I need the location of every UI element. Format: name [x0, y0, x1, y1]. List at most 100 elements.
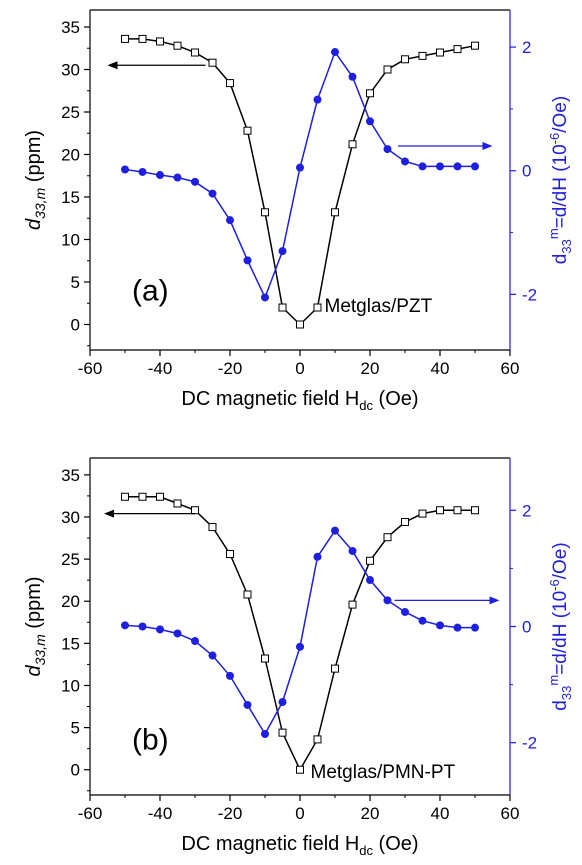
y-right-tick-label: 2	[522, 501, 531, 520]
data-point-square	[418, 51, 427, 60]
data-point-square	[243, 590, 252, 599]
y-right-tick-label: 2	[522, 38, 531, 57]
panel-label: (a)	[132, 275, 169, 308]
data-point-square	[348, 600, 357, 609]
data-point-square	[173, 499, 182, 508]
data-point-square	[331, 208, 339, 217]
data-point-square	[436, 506, 444, 515]
data-point-square	[191, 48, 199, 57]
data-point-circle	[191, 177, 199, 186]
y-left-tick-label: 0	[71, 761, 80, 780]
data-point-square	[366, 556, 374, 565]
data-point-square	[471, 41, 479, 50]
data-point-circle	[366, 117, 374, 126]
data-point-square	[156, 37, 164, 46]
data-point-square	[453, 45, 462, 54]
x-tick-label: 40	[431, 359, 450, 378]
data-point-square	[121, 34, 129, 43]
data-point-square	[156, 492, 164, 501]
data-point-square	[348, 140, 357, 149]
data-point-square	[418, 509, 427, 518]
data-point-square	[296, 765, 304, 774]
x-tick-label: -20	[218, 804, 243, 823]
y-left-tick-label: 20	[61, 146, 80, 165]
data-point-square	[208, 523, 217, 532]
data-point-square	[173, 41, 182, 50]
data-point-circle	[226, 671, 234, 680]
data-point-circle	[261, 293, 269, 302]
material-annotation: Metglas/PMN-PT	[311, 762, 456, 783]
x-tick-label: 40	[431, 804, 450, 823]
data-point-square	[208, 58, 217, 67]
y-left-tick-label: 20	[61, 592, 80, 611]
y-right-tick-label: 0	[522, 162, 531, 181]
data-point-square	[261, 654, 269, 663]
data-point-circle	[208, 189, 217, 198]
y-left-tick-label: 15	[61, 634, 80, 653]
y-right-tick-label: -2	[522, 734, 537, 753]
data-point-circle	[156, 625, 164, 634]
y-left-tick-label: 10	[61, 231, 80, 250]
y-axis-right-title: d33m=d/dH (10-6/Oe)	[546, 542, 574, 710]
data-point-square	[191, 506, 199, 515]
x-tick-label: -40	[148, 804, 173, 823]
x-tick-label: 0	[295, 804, 304, 823]
x-tick-label: 60	[501, 804, 520, 823]
data-point-circle	[453, 623, 462, 632]
x-tick-label: -20	[218, 359, 243, 378]
arrow-left-head	[104, 509, 114, 518]
data-point-circle	[296, 642, 304, 651]
x-tick-label: -60	[78, 804, 103, 823]
data-point-circle	[173, 629, 182, 638]
data-point-circle	[401, 607, 409, 616]
y-axis-left-title: d33,m (ppm)	[23, 130, 48, 230]
data-point-circle	[278, 698, 287, 707]
x-tick-label: 20	[361, 804, 380, 823]
data-point-circle	[471, 162, 479, 171]
panel-label: (b)	[132, 724, 169, 757]
data-point-circle	[401, 157, 409, 166]
data-point-square	[313, 303, 322, 312]
y-right-tick-label: -2	[522, 285, 537, 304]
y-left-tick-label: 5	[71, 719, 80, 738]
data-point-square	[471, 506, 479, 515]
data-point-circle	[226, 216, 234, 225]
x-tick-label: 20	[361, 359, 380, 378]
y-left-tick-label: 0	[71, 316, 80, 335]
data-point-circle	[191, 637, 199, 646]
data-point-circle	[331, 48, 339, 57]
y-left-tick-label: 15	[61, 188, 80, 207]
y-left-tick-label: 25	[61, 550, 80, 569]
data-point-circle	[261, 729, 269, 738]
y-left-tick-label: 10	[61, 676, 80, 695]
data-point-circle	[243, 256, 252, 265]
y-left-tick-label: 30	[61, 61, 80, 80]
data-point-circle	[156, 171, 164, 180]
y-left-tick-label: 35	[61, 18, 80, 37]
x-tick-label: -40	[148, 359, 173, 378]
data-point-square	[401, 518, 409, 527]
data-point-circle	[278, 247, 287, 256]
data-point-circle	[121, 621, 129, 630]
data-point-circle	[313, 95, 322, 104]
arrow-right-head	[489, 596, 500, 605]
data-point-square	[436, 48, 444, 57]
data-point-square	[138, 34, 147, 43]
data-point-circle	[383, 596, 392, 605]
data-point-square	[383, 533, 392, 542]
data-point-square	[138, 492, 147, 501]
data-point-square	[366, 89, 374, 98]
data-point-square	[261, 208, 269, 217]
data-point-circle	[471, 623, 479, 632]
data-point-circle	[348, 546, 357, 555]
data-point-square	[226, 79, 234, 88]
data-point-square	[296, 320, 304, 329]
y-left-tick-label: 25	[61, 103, 80, 122]
series-line-d33m	[125, 38, 476, 326]
data-point-circle	[173, 173, 182, 182]
y-axis-left-title: d33,m (ppm)	[23, 576, 48, 676]
y-left-tick-label: 35	[61, 466, 80, 485]
data-point-circle	[436, 621, 444, 630]
